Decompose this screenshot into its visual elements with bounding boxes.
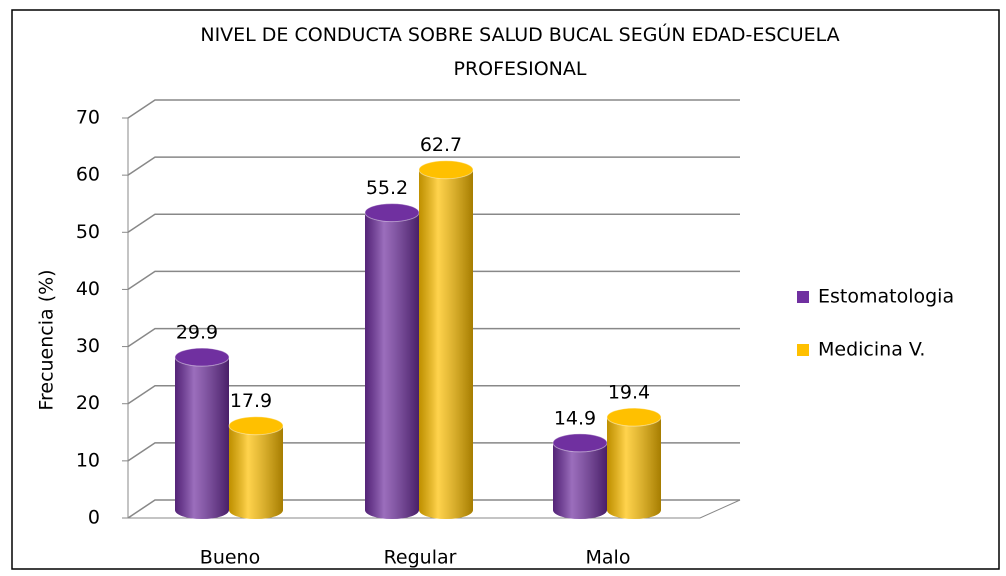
bar-shade — [175, 357, 229, 519]
data-label: 55.2 — [366, 177, 408, 199]
y-tick-label: 70 — [76, 107, 100, 129]
bar-shade — [229, 425, 283, 519]
bar-top — [552, 433, 608, 453]
grid-line — [127, 213, 740, 233]
data-label: 17.9 — [230, 390, 272, 412]
legend-label: Estomatologia — [818, 286, 954, 308]
bar-shade — [607, 417, 661, 519]
bar-top — [418, 160, 474, 180]
grid-line — [127, 270, 740, 291]
bar-shade — [419, 169, 473, 519]
grid-line — [127, 442, 740, 462]
y-axis-label: Frecuencia (%) — [36, 269, 58, 410]
chart-title: NIVEL DE CONDUCTA SOBRE SALUD BUCAL SEGÚ… — [200, 24, 840, 80]
data-label: 14.9 — [554, 407, 596, 429]
bar-top — [228, 416, 284, 436]
y-tick-label: 10 — [76, 449, 100, 471]
x-tick-label: Malo — [586, 547, 631, 569]
data-label: 62.7 — [420, 134, 462, 156]
grid-line — [127, 156, 740, 176]
y-tick-label: 40 — [76, 278, 100, 300]
x-tick-label: Regular — [384, 547, 457, 569]
legend-label: Medicina V. — [818, 339, 925, 361]
grid-line — [127, 384, 740, 405]
grid-line — [127, 327, 740, 348]
y-tick-label: 0 — [88, 507, 100, 529]
grid-line — [127, 499, 740, 519]
grid-line — [127, 99, 740, 119]
bar-top — [174, 347, 230, 367]
y-tick-label: 50 — [76, 221, 100, 243]
y-tick-label: 30 — [76, 335, 100, 357]
bar-top — [606, 407, 662, 427]
bar-top — [364, 203, 420, 223]
bar-shade — [553, 442, 607, 519]
legend-swatch — [797, 291, 809, 303]
legend-swatch — [797, 344, 809, 356]
y-tick-label: 60 — [76, 164, 100, 186]
bar-shade — [365, 212, 419, 520]
x-tick-label: Bueno — [200, 547, 260, 569]
y-tick-label: 20 — [76, 392, 100, 414]
data-label: 19.4 — [608, 382, 650, 404]
data-label: 29.9 — [176, 322, 218, 344]
